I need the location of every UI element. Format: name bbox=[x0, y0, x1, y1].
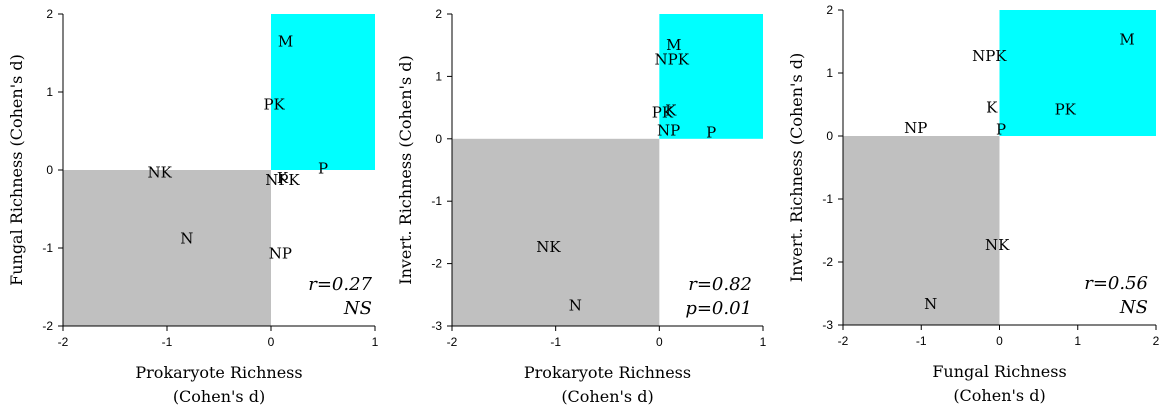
stat-annotation: r=0.27 bbox=[308, 274, 372, 295]
point-label-np: NP bbox=[657, 122, 680, 140]
y-tick-label: -1 bbox=[822, 192, 833, 206]
y-tick-label: -3 bbox=[431, 319, 442, 333]
x-tick-label: -2 bbox=[838, 334, 849, 348]
scatter-panel-2: -2 -1 0 1 -3 -2 -1 0 1 2 Prokaryote Richness (Cohen… bbox=[396, 7, 767, 406]
x-tick-label: 1 bbox=[1074, 334, 1081, 348]
x-tick-label: 0 bbox=[656, 335, 663, 349]
point-label-p: P bbox=[318, 159, 328, 177]
y-axis-label: Invert. Richness (Cohen's d) bbox=[787, 53, 806, 282]
x-tick-label: -2 bbox=[447, 335, 458, 349]
y-tick-label: 0 bbox=[826, 129, 833, 143]
stat-annotation: r=0.82 bbox=[688, 274, 752, 295]
y-tick-label: 1 bbox=[46, 85, 53, 99]
scatter-panel-3: -2 -1 0 1 2 -3 -2 -1 0 1 2 Fungal Richness (Cohen's … bbox=[787, 3, 1160, 405]
point-label-m: M bbox=[278, 32, 293, 50]
point-label-nk: NK bbox=[536, 238, 561, 256]
y-tick-label: -2 bbox=[42, 319, 53, 333]
x-tick-label: -2 bbox=[58, 335, 69, 349]
y-tick-label: 2 bbox=[826, 3, 833, 17]
y-axis-label: Fungal Richness (Cohen's d) bbox=[7, 54, 26, 286]
x-tick-label: 1 bbox=[760, 335, 767, 349]
negative-quadrant-box bbox=[63, 170, 271, 326]
point-label-npk: NPK bbox=[972, 47, 1007, 65]
point-label-pk: PK bbox=[1055, 101, 1077, 119]
point-label-nk: NK bbox=[148, 163, 173, 181]
x-tick-label: -1 bbox=[550, 335, 561, 349]
y-tick-label: 0 bbox=[435, 132, 442, 146]
y-axis-label: Invert. Richness (Cohen's d) bbox=[396, 55, 415, 284]
y-tick-label: 2 bbox=[435, 7, 442, 21]
stat-annotation: p=0.01 bbox=[685, 298, 752, 319]
stat-annotation: r=0.56 bbox=[1084, 273, 1148, 294]
negative-quadrant-box bbox=[843, 136, 1000, 325]
point-label-p: P bbox=[706, 124, 716, 142]
x-axis-label: Prokaryote Richness bbox=[524, 363, 691, 382]
y-tick-label: -3 bbox=[822, 318, 833, 332]
x-tick-label: 0 bbox=[996, 334, 1003, 348]
y-tick-label: 1 bbox=[826, 66, 833, 80]
x-tick-label: 0 bbox=[268, 335, 275, 349]
point-label-n: N bbox=[924, 295, 937, 313]
point-label-n: N bbox=[180, 230, 193, 248]
point-label-npk: NPK bbox=[265, 171, 300, 189]
positive-quadrant-box bbox=[999, 10, 1156, 136]
positive-quadrant-box bbox=[271, 14, 375, 170]
x-tick-label: -1 bbox=[162, 335, 173, 349]
point-label-npk: NPK bbox=[655, 51, 690, 69]
point-label-np: NP bbox=[269, 244, 292, 262]
stat-annotation: NS bbox=[343, 298, 372, 319]
point-label-n: N bbox=[569, 296, 582, 314]
x-tick-label: -1 bbox=[916, 334, 927, 348]
y-tick-label: -1 bbox=[42, 241, 53, 255]
stat-annotation: NS bbox=[1119, 297, 1148, 318]
x-tick-label: 2 bbox=[1153, 334, 1160, 348]
y-tick-label: -2 bbox=[431, 257, 442, 271]
point-label-m: M bbox=[666, 36, 681, 54]
y-tick-label: 1 bbox=[435, 69, 442, 83]
x-axis-label: (Cohen's d) bbox=[953, 386, 1045, 405]
point-label-k: K bbox=[986, 99, 998, 117]
y-tick-label: -2 bbox=[822, 255, 833, 269]
negative-quadrant-box bbox=[452, 138, 660, 326]
point-label-m: M bbox=[1119, 31, 1134, 49]
x-axis-label: (Cohen's d) bbox=[561, 387, 653, 406]
positive-quadrant-box bbox=[659, 14, 763, 139]
y-tick-label: -1 bbox=[431, 194, 442, 208]
point-label-p: P bbox=[996, 121, 1006, 139]
point-label-nk: NK bbox=[985, 236, 1010, 254]
point-label-pk: PK bbox=[652, 104, 674, 122]
x-axis-label: Prokaryote Richness bbox=[135, 363, 302, 382]
scatter-panel-1: -2 -1 0 1 -2 -1 0 1 2 Prokaryote Richness (Cohen's… bbox=[7, 7, 379, 406]
y-tick-label: 2 bbox=[46, 7, 53, 21]
point-label-k: K bbox=[665, 102, 677, 120]
point-label-pk: PK bbox=[263, 95, 285, 113]
point-label-k: K bbox=[277, 169, 289, 187]
x-axis-label: (Cohen's d) bbox=[173, 387, 265, 406]
point-label-np: NP bbox=[904, 119, 927, 137]
y-tick-label: 0 bbox=[46, 163, 53, 177]
x-tick-label: 1 bbox=[372, 335, 379, 349]
x-axis-label: Fungal Richness bbox=[932, 362, 1066, 381]
